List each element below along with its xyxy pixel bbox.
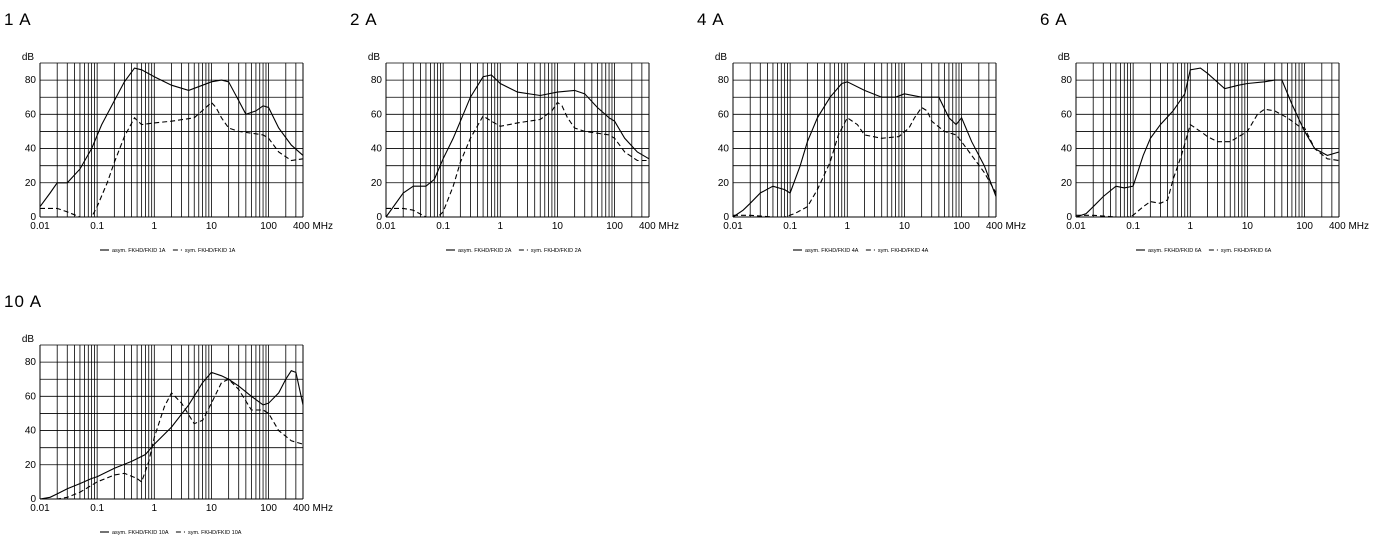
chart-plot: dB 0 20 40 60 80 0.01 0.1 1 10 100 400 MHz asym. FKH… xyxy=(22,52,333,254)
y-tick-label: 80 xyxy=(371,75,383,86)
x-tick-label: 10 xyxy=(899,221,911,232)
x-tick-label: 0.01 xyxy=(1066,221,1086,232)
legend-entry: sym. FKHD/FKID 1A xyxy=(185,248,236,254)
chart-title: 6 A xyxy=(1040,10,1068,29)
y-tick-label: 80 xyxy=(25,357,37,368)
chart-panel-1a: 1 A dB 0 20 40 60 80 0.01 0.1 1 10 100 400 MHz asym.… xyxy=(4,10,344,270)
y-tick-label: 60 xyxy=(25,109,37,120)
y-tick-label: 40 xyxy=(371,144,383,155)
legend-entry: asym. FKHD/FKID 2A xyxy=(458,248,512,254)
x-tick-label: 0.01 xyxy=(30,503,50,514)
y-tick-label: 60 xyxy=(1061,109,1073,120)
chart-plot: dB 0 20 40 60 80 0.01 0.1 1 10 100 400 MHz asym. FKH… xyxy=(368,52,679,254)
x-tick-label: 10 xyxy=(206,503,218,514)
y-axis-label: dB xyxy=(715,52,728,63)
y-tick-label: 40 xyxy=(1061,144,1073,155)
chart-panel-2a: 2 A dB 0 20 40 60 80 0.01 0.1 1 10 100 400 MHz asym.… xyxy=(350,10,690,270)
y-tick-label: 80 xyxy=(25,75,37,86)
x-tick-label: 0.1 xyxy=(783,221,797,232)
y-tick-label: 40 xyxy=(25,426,37,437)
y-tick-label: 0 xyxy=(376,212,382,223)
x-tick-label: 1 xyxy=(152,503,158,514)
chart-panel-6a: 6 A dB 0 20 40 60 80 0.01 0.1 1 10 100 400 MHz asym.… xyxy=(1040,10,1374,270)
y-tick-label: 60 xyxy=(371,109,383,120)
series-line-asym xyxy=(39,370,304,500)
y-tick-label: 0 xyxy=(30,212,36,223)
y-tick-label: 60 xyxy=(25,391,37,402)
x-tick-label: 0.1 xyxy=(1126,221,1140,232)
x-tick-label: 0.01 xyxy=(376,221,396,232)
x-tick-label: 100 xyxy=(606,221,623,232)
x-tick-label: 400 MHz xyxy=(639,221,679,232)
y-tick-label: 40 xyxy=(718,144,730,155)
chart-title: 2 A xyxy=(350,10,378,29)
x-tick-label: 1 xyxy=(152,221,158,232)
y-axis-label: dB xyxy=(368,52,381,63)
x-tick-label: 400 MHz xyxy=(293,503,333,514)
legend-entry: asym. FKHD/FKID 1A xyxy=(112,248,166,254)
chart-panel-4a: 4 A dB 0 20 40 60 80 0.01 0.1 1 10 100 400 MHz asym.… xyxy=(697,10,1037,270)
x-tick-label: 400 MHz xyxy=(986,221,1026,232)
x-tick-label: 100 xyxy=(1296,221,1313,232)
legend-entry: sym. FKHD/FKID 4A xyxy=(878,248,929,254)
legend-entry: sym. FKHD/FKID 6A xyxy=(1221,248,1272,254)
y-tick-label: 0 xyxy=(723,212,729,223)
y-tick-label: 40 xyxy=(25,144,37,155)
series-line-asym xyxy=(1075,67,1340,218)
series-line-sym xyxy=(386,101,649,218)
legend-entry: sym. FKHD/FKID 10A xyxy=(188,530,242,536)
chart-plot: dB 0 20 40 60 80 0.01 0.1 1 10 100 400 MHz asym. FKH… xyxy=(22,334,333,536)
y-tick-label: 20 xyxy=(1061,178,1073,189)
x-tick-label: 1 xyxy=(498,221,504,232)
series-line-sym xyxy=(1076,108,1340,218)
y-axis-label: dB xyxy=(1058,52,1071,63)
y-tick-label: 60 xyxy=(718,109,730,120)
x-tick-label: 10 xyxy=(552,221,564,232)
y-axis-label: dB xyxy=(22,52,35,63)
legend-entry: asym. FKHD/FKID 6A xyxy=(1148,248,1202,254)
chart-panel-10a: 10 A dB 0 20 40 60 80 0.01 0.1 1 10 100 400 MHz asym… xyxy=(4,292,344,552)
legend-entry: asym. FKHD/FKID 10A xyxy=(112,530,169,536)
x-tick-label: 1 xyxy=(1188,221,1194,232)
chart-plot: dB 0 20 40 60 80 0.01 0.1 1 10 100 400 MHz asym. FKH… xyxy=(1058,52,1369,254)
series-line-asym xyxy=(732,81,997,218)
chart-plot: dB 0 20 40 60 80 0.01 0.1 1 10 100 400 MHz asym. FKH… xyxy=(715,52,1026,254)
series-line-sym xyxy=(733,106,997,218)
x-tick-label: 400 MHz xyxy=(293,221,333,232)
x-tick-label: 400 MHz xyxy=(1329,221,1369,232)
y-tick-label: 20 xyxy=(25,460,37,471)
legend-entry: asym. FKHD/FKID 4A xyxy=(805,248,859,254)
x-tick-label: 0.1 xyxy=(90,503,104,514)
y-tick-label: 0 xyxy=(30,494,36,505)
y-axis-label: dB xyxy=(22,334,35,345)
x-tick-label: 0.01 xyxy=(723,221,743,232)
series-line-asym xyxy=(385,74,650,218)
x-tick-label: 100 xyxy=(953,221,970,232)
x-tick-label: 1 xyxy=(845,221,851,232)
x-tick-label: 0.01 xyxy=(30,221,50,232)
series-line-sym xyxy=(40,101,304,218)
y-tick-label: 20 xyxy=(25,178,37,189)
y-tick-label: 80 xyxy=(718,75,730,86)
x-tick-label: 100 xyxy=(260,221,277,232)
y-tick-label: 80 xyxy=(1061,75,1073,86)
y-tick-label: 20 xyxy=(718,178,730,189)
x-tick-label: 0.1 xyxy=(90,221,104,232)
chart-title: 1 A xyxy=(4,10,32,29)
legend-entry: sym. FKHD/FKID 2A xyxy=(531,248,582,254)
series-line-sym xyxy=(40,378,304,500)
chart-title: 4 A xyxy=(697,10,725,29)
x-tick-label: 10 xyxy=(206,221,218,232)
x-tick-label: 100 xyxy=(260,503,277,514)
x-tick-label: 10 xyxy=(1242,221,1254,232)
y-tick-label: 0 xyxy=(1066,212,1072,223)
y-tick-label: 20 xyxy=(371,178,383,189)
chart-title: 10 A xyxy=(4,292,43,311)
series-line-asym xyxy=(39,67,304,208)
x-tick-label: 0.1 xyxy=(436,221,450,232)
